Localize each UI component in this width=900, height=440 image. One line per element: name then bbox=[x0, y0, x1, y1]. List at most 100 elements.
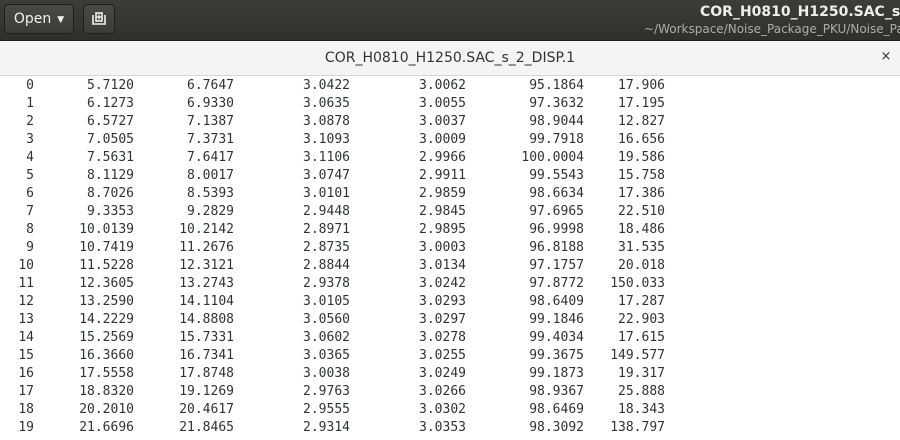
row-value: 2.8971 bbox=[303, 222, 350, 237]
text-line: 10 11.5228 12.3121 2.8844 3.0134 97.1757 20.01… bbox=[0, 257, 900, 275]
text-line: 7 9.3353 9.2829 2.9448 2.9845 97.6965 22.510 bbox=[0, 203, 900, 221]
row-value: 2.9378 bbox=[303, 276, 350, 291]
row-value: 8.0017 bbox=[187, 168, 234, 183]
row-value: 5.7120 bbox=[87, 78, 134, 93]
row-value: 6.9330 bbox=[187, 96, 234, 111]
row-value: 8.1129 bbox=[87, 168, 134, 183]
row-value: 7.6417 bbox=[187, 150, 234, 165]
row-value: 7.3731 bbox=[187, 132, 234, 147]
row-value: 3.0055 bbox=[419, 96, 466, 111]
row-value: 17.8748 bbox=[179, 366, 234, 381]
row-value: 138.797 bbox=[610, 420, 665, 435]
window-title-area: COR_H0810_H1250.SAC_s_2_ ~/Workspace/Noi… bbox=[600, 3, 900, 39]
row-value: 97.1757 bbox=[529, 258, 584, 273]
row-value: 22.510 bbox=[618, 204, 665, 219]
row-value: 16.656 bbox=[618, 132, 665, 147]
row-index: 1 bbox=[26, 96, 34, 111]
row-value: 17.195 bbox=[618, 96, 665, 111]
row-value: 9.3353 bbox=[87, 204, 134, 219]
row-value: 2.9555 bbox=[303, 402, 350, 417]
row-value: 12.3605 bbox=[79, 276, 134, 291]
chevron-down-icon: ▼ bbox=[57, 14, 65, 25]
row-value: 100.0004 bbox=[521, 150, 584, 165]
row-value: 3.0560 bbox=[303, 312, 350, 327]
text-line: 11 12.3605 13.2743 2.9378 3.0242 97.8772 150.0… bbox=[0, 275, 900, 293]
text-line: 12 13.2590 14.1104 3.0105 3.0293 98.6409 17.28… bbox=[0, 293, 900, 311]
text-line: 1 6.1273 6.9330 3.0635 3.0055 97.3632 17.195 bbox=[0, 95, 900, 113]
row-value: 19.586 bbox=[618, 150, 665, 165]
row-value: 14.8808 bbox=[179, 312, 234, 327]
row-value: 31.535 bbox=[618, 240, 665, 255]
row-value: 20.2010 bbox=[79, 402, 134, 417]
row-value: 3.0134 bbox=[419, 258, 466, 273]
row-value: 8.5393 bbox=[187, 186, 234, 201]
row-value: 3.0009 bbox=[419, 132, 466, 147]
row-value: 97.3632 bbox=[529, 96, 584, 111]
row-value: 98.6409 bbox=[529, 294, 584, 309]
row-value: 12.827 bbox=[618, 114, 665, 129]
row-value: 16.7341 bbox=[179, 348, 234, 363]
row-value: 20.4617 bbox=[179, 402, 234, 417]
row-value: 3.0062 bbox=[419, 78, 466, 93]
window-title: COR_H0810_H1250.SAC_s_2_ bbox=[700, 4, 900, 20]
row-value: 7.0505 bbox=[87, 132, 134, 147]
row-value: 14.2229 bbox=[79, 312, 134, 327]
row-index: 5 bbox=[26, 168, 34, 183]
row-index: 18 bbox=[18, 402, 34, 417]
row-value: 3.0278 bbox=[419, 330, 466, 345]
row-value: 2.9859 bbox=[419, 186, 466, 201]
window-subtitle: ~/Workspace/Noise_Package_PKU/Noise_Pack… bbox=[644, 22, 900, 36]
row-value: 7.1387 bbox=[187, 114, 234, 129]
text-line: 2 6.5727 7.1387 3.0878 3.0037 98.9044 12.827 bbox=[0, 113, 900, 131]
row-value: 98.9044 bbox=[529, 114, 584, 129]
row-value: 14.1104 bbox=[179, 294, 234, 309]
row-value: 19.1269 bbox=[179, 384, 234, 399]
open-button[interactable]: Open ▼ bbox=[4, 4, 74, 34]
row-value: 17.615 bbox=[618, 330, 665, 345]
row-index: 14 bbox=[18, 330, 34, 345]
text-line: 17 18.8320 19.1269 2.9763 3.0266 98.9367 25.88… bbox=[0, 383, 900, 401]
text-line: 3 7.0505 7.3731 3.1093 3.0009 99.7918 16.656 bbox=[0, 131, 900, 149]
text-line: 15 16.3660 16.7341 3.0365 3.0255 99.3675 149.5… bbox=[0, 347, 900, 365]
row-value: 18.486 bbox=[618, 222, 665, 237]
new-document-icon bbox=[92, 12, 106, 25]
close-icon[interactable]: × bbox=[880, 49, 892, 64]
row-value: 99.1846 bbox=[529, 312, 584, 327]
row-value: 20.018 bbox=[618, 258, 665, 273]
row-value: 3.0747 bbox=[303, 168, 350, 183]
row-value: 3.0365 bbox=[303, 348, 350, 363]
row-value: 3.0635 bbox=[303, 96, 350, 111]
row-value: 2.9966 bbox=[419, 150, 466, 165]
row-value: 18.8320 bbox=[79, 384, 134, 399]
row-index: 15 bbox=[18, 348, 34, 363]
new-document-button[interactable] bbox=[83, 4, 115, 34]
row-value: 3.0297 bbox=[419, 312, 466, 327]
row-value: 22.903 bbox=[618, 312, 665, 327]
row-value: 98.3092 bbox=[529, 420, 584, 435]
row-value: 3.0249 bbox=[419, 366, 466, 381]
row-value: 7.5631 bbox=[87, 150, 134, 165]
row-index: 16 bbox=[18, 366, 34, 381]
row-value: 98.9367 bbox=[529, 384, 584, 399]
tab-bar: COR_H0810_H1250.SAC_s_2_DISP.1 × bbox=[0, 41, 900, 76]
row-value: 2.8844 bbox=[303, 258, 350, 273]
tab-document[interactable]: COR_H0810_H1250.SAC_s_2_DISP.1 bbox=[324, 50, 576, 66]
text-view[interactable]: 0 5.7120 6.7647 3.0422 3.0062 95.1864 17.906 1 6… bbox=[0, 77, 900, 440]
row-index: 19 bbox=[18, 420, 34, 435]
row-value: 3.0105 bbox=[303, 294, 350, 309]
text-line: 16 17.5558 17.8748 3.0038 3.0249 99.1873 19.31… bbox=[0, 365, 900, 383]
row-index: 10 bbox=[18, 258, 34, 273]
row-value: 11.2676 bbox=[179, 240, 234, 255]
row-value: 2.9845 bbox=[419, 204, 466, 219]
row-value: 150.033 bbox=[610, 276, 665, 291]
open-button-label: Open bbox=[13, 11, 52, 27]
row-value: 17.287 bbox=[618, 294, 665, 309]
row-value: 15.758 bbox=[618, 168, 665, 183]
text-line: 19 21.6696 21.8465 2.9314 3.0353 98.3092 138.7… bbox=[0, 419, 900, 437]
row-value: 3.0266 bbox=[419, 384, 466, 399]
row-value: 3.0101 bbox=[303, 186, 350, 201]
row-value: 99.7918 bbox=[529, 132, 584, 147]
row-index: 11 bbox=[18, 276, 34, 291]
text-line: 4 7.5631 7.6417 3.1106 2.9966 100.0004 19.586 bbox=[0, 149, 900, 167]
row-value: 17.5558 bbox=[79, 366, 134, 381]
